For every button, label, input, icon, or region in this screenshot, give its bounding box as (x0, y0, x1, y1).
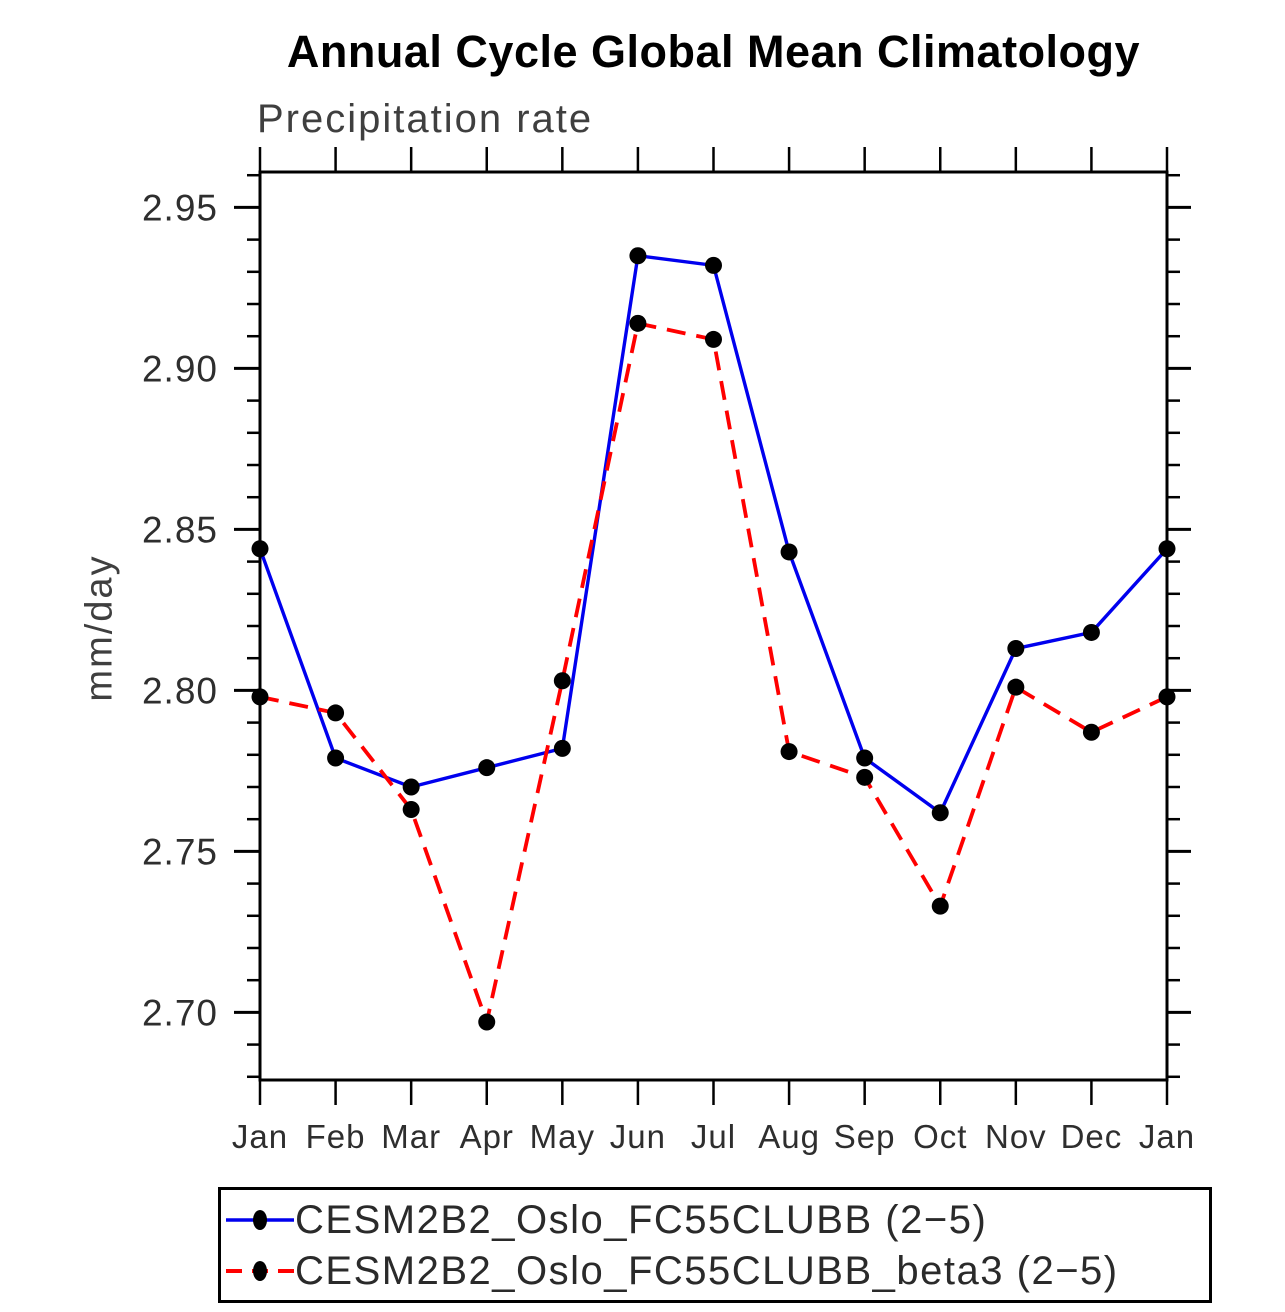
legend-solid-line-marker-icon (226, 1209, 294, 1230)
data-point-marker-series2 (1158, 688, 1176, 706)
y-tick-label: 2.80 (142, 670, 218, 711)
legend-label-series2: CESM2B2_Oslo_FC55CLUBB_beta3 (2−5) (295, 1248, 1119, 1293)
x-tick-label: Apr (460, 1118, 514, 1155)
data-point-marker-series2 (705, 330, 722, 348)
legend-box: CESM2B2_Oslo_FC55CLUBB (2−5) CESM2B2_Osl… (218, 1187, 1212, 1303)
data-point-marker-series1 (705, 256, 722, 274)
data-point-marker-series1 (402, 778, 420, 796)
legend-label-series1: CESM2B2_Oslo_FC55CLUBB (2−5) (295, 1197, 988, 1242)
x-tick-label: Jan (232, 1118, 288, 1155)
data-point-marker-series2 (780, 743, 798, 761)
data-point-marker-series1 (553, 739, 571, 757)
data-point-marker-series1 (1158, 540, 1176, 558)
x-tick-label: Dec (1061, 1118, 1123, 1155)
chart-title: Annual Cycle Global Mean Climatology (286, 26, 1141, 77)
data-point-marker-series1 (931, 804, 949, 822)
data-point-marker-series2 (402, 801, 420, 819)
data-point-marker-series2 (856, 768, 874, 786)
data-point-marker-series1 (1007, 640, 1025, 658)
data-point-marker-series2 (478, 1013, 496, 1031)
y-tick-label: 2.90 (142, 348, 218, 389)
x-tick-label: Oct (913, 1118, 967, 1155)
y-tick-label: 2.70 (142, 992, 218, 1033)
y-tick-label: 2.85 (142, 509, 218, 550)
data-point-marker-series2 (327, 704, 345, 722)
x-tick-label: Nov (985, 1118, 1047, 1155)
data-point-marker-series1 (251, 540, 269, 558)
data-point-marker-series1 (629, 247, 647, 265)
legend-entry-series2: CESM2B2_Oslo_FC55CLUBB_beta3 (2−5) (225, 1246, 1207, 1296)
x-tick-label: Jan (1139, 1118, 1195, 1155)
x-tick-label: Feb (306, 1118, 366, 1155)
chart-subtitle: Precipitation rate (257, 97, 594, 141)
data-point-marker-series2 (553, 672, 571, 690)
data-point-marker-series2 (1007, 678, 1025, 696)
data-point-marker-series1 (780, 543, 798, 561)
x-tick-label: Jul (691, 1118, 736, 1155)
y-tick-label: 2.95 (142, 187, 218, 228)
data-point-marker-series1 (327, 749, 345, 767)
plot-frame (258, 170, 1169, 1082)
x-tick-label: Mar (381, 1118, 441, 1155)
y-tick-label: 2.75 (142, 831, 218, 872)
legend-dashed-line-marker-icon (226, 1260, 294, 1281)
series-line-2 (259, 321, 1168, 1029)
data-point-marker-series2 (1082, 723, 1100, 741)
x-tick-label: May (530, 1118, 595, 1155)
data-point-marker-series2 (931, 897, 949, 915)
data-point-marker-series1 (478, 759, 496, 777)
x-tick-label: Sep (834, 1118, 896, 1155)
x-tick-label: Jun (610, 1118, 666, 1155)
data-point-marker-series2 (251, 688, 269, 706)
data-point-marker-series2 (629, 314, 647, 332)
legend-entry-series1: CESM2B2_Oslo_FC55CLUBB (2−5) (225, 1195, 1207, 1245)
data-point-marker-series1 (856, 749, 874, 767)
x-tick-label: Aug (758, 1118, 820, 1155)
data-point-marker-series1 (1082, 623, 1100, 641)
